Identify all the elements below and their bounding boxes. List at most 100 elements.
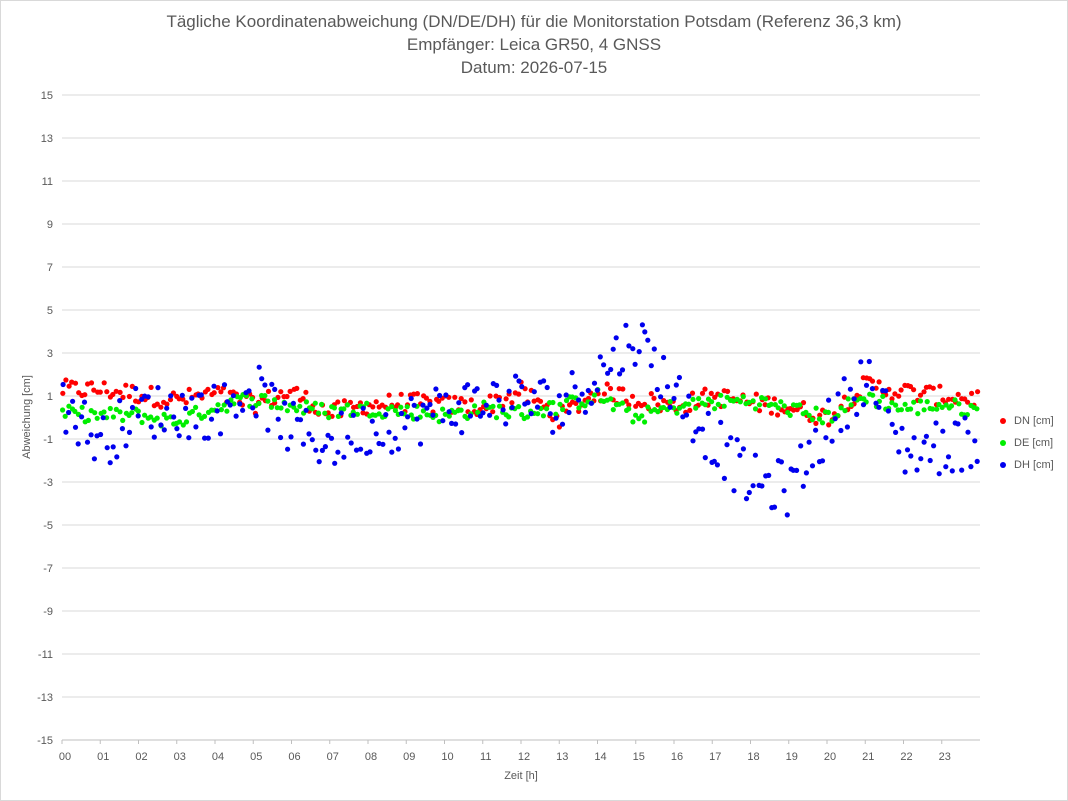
data-point xyxy=(509,404,515,411)
data-point xyxy=(208,416,215,422)
data-point xyxy=(297,417,304,423)
data-point xyxy=(437,392,443,399)
data-point xyxy=(572,384,578,390)
y-tick-label: -5 xyxy=(43,520,53,532)
data-point xyxy=(619,367,626,373)
data-point xyxy=(746,489,752,496)
y-tick-label: -11 xyxy=(38,649,53,661)
data-point xyxy=(148,414,154,420)
data-point xyxy=(265,427,271,433)
data-point xyxy=(449,420,455,426)
data-point xyxy=(620,386,626,392)
x-tick-label: 09 xyxy=(403,751,415,763)
data-point xyxy=(133,385,139,392)
data-point xyxy=(326,415,332,421)
data-point xyxy=(284,393,290,400)
data-point xyxy=(608,366,614,373)
data-point xyxy=(139,419,145,426)
data-point xyxy=(335,449,341,455)
data-point xyxy=(483,402,489,408)
data-point xyxy=(930,385,936,391)
data-point xyxy=(458,407,464,413)
data-point xyxy=(608,396,614,402)
data-point xyxy=(826,397,832,403)
data-point xyxy=(806,412,812,418)
data-point xyxy=(943,464,949,470)
data-point xyxy=(84,439,91,445)
data-point xyxy=(63,377,69,383)
data-point xyxy=(268,404,274,410)
data-point xyxy=(462,399,468,405)
data-point xyxy=(303,407,309,413)
data-point xyxy=(752,452,759,458)
data-point xyxy=(411,402,417,408)
data-point xyxy=(642,419,648,425)
data-point xyxy=(430,412,436,418)
data-point xyxy=(965,399,971,405)
data-point xyxy=(386,392,392,398)
data-point xyxy=(939,404,945,410)
data-point xyxy=(604,381,610,387)
data-point xyxy=(119,426,125,432)
data-point xyxy=(645,337,651,343)
data-point xyxy=(218,389,224,395)
data-point xyxy=(860,402,867,408)
data-point xyxy=(889,396,895,402)
data-point xyxy=(297,403,303,409)
data-point xyxy=(800,483,806,489)
series-dh xyxy=(60,322,980,518)
data-point xyxy=(702,402,708,408)
data-point xyxy=(813,420,819,426)
data-point xyxy=(690,396,696,402)
data-point xyxy=(487,412,493,418)
x-tick-label: 05 xyxy=(250,751,262,763)
data-point xyxy=(300,441,306,447)
data-point xyxy=(354,411,360,417)
data-point xyxy=(230,393,236,399)
data-point xyxy=(465,382,471,388)
data-point xyxy=(94,415,100,421)
data-point xyxy=(408,395,414,402)
data-point xyxy=(186,435,192,441)
data-point xyxy=(151,434,157,440)
x-tick-label: 20 xyxy=(824,751,836,763)
data-point xyxy=(956,401,962,407)
data-point xyxy=(559,421,566,427)
data-point xyxy=(81,399,88,405)
data-point xyxy=(718,419,724,425)
data-point xyxy=(315,410,322,416)
data-point xyxy=(940,428,946,434)
data-point xyxy=(509,400,515,406)
data-point xyxy=(291,404,297,410)
data-point xyxy=(85,381,91,387)
legend-item-de: DE [cm] xyxy=(1000,432,1054,454)
data-point xyxy=(218,407,224,413)
data-point xyxy=(544,384,550,391)
data-point xyxy=(423,395,429,401)
x-tick-label: 21 xyxy=(862,751,874,763)
data-point xyxy=(809,417,815,423)
data-point xyxy=(101,380,107,386)
data-point xyxy=(309,437,315,443)
data-point xyxy=(946,396,952,402)
data-point xyxy=(398,404,404,410)
data-point xyxy=(945,454,952,460)
data-point xyxy=(806,439,812,445)
data-point xyxy=(325,432,331,438)
data-point xyxy=(686,401,692,407)
data-point xyxy=(370,404,376,410)
data-point xyxy=(655,409,661,415)
data-point xyxy=(952,397,958,403)
x-tick-label: 19 xyxy=(786,751,798,763)
data-point xyxy=(629,393,636,399)
data-point xyxy=(911,387,917,393)
data-point xyxy=(731,488,737,494)
data-point xyxy=(459,430,465,436)
data-point xyxy=(813,427,819,433)
data-point xyxy=(91,387,97,393)
data-point xyxy=(972,438,978,444)
data-point xyxy=(687,407,693,413)
data-point xyxy=(959,467,965,473)
y-tick-label: -15 xyxy=(37,735,53,747)
